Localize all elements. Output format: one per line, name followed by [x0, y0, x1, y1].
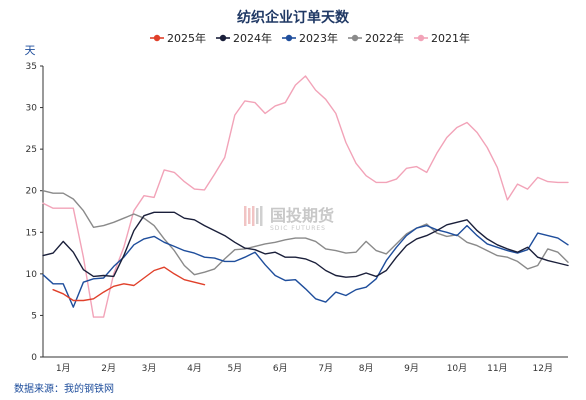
x-tick-label: 8月: [359, 363, 374, 374]
y-tick-label: 10: [26, 270, 38, 280]
watermark-logo: [244, 206, 263, 226]
legend-item: 2021年: [414, 31, 470, 45]
y-tick-label: 25: [26, 145, 37, 155]
legend-marker: [153, 34, 161, 42]
legend-item: 2023年: [282, 31, 338, 45]
axes: 0 5 10 15 20 25 30 35 1月 2月 3月 4月 5月 6月 7月 8月 9月 10月 11月 12…: [26, 62, 568, 374]
legend-item: 2024年: [216, 31, 272, 45]
y-tick-label: 35: [26, 62, 37, 72]
x-tick-label: 4月: [187, 363, 202, 374]
y-tick-label: 20: [26, 187, 38, 197]
legend-label: 2023年: [299, 31, 338, 45]
y-tick-label: 30: [26, 104, 38, 114]
legend-label: 2022年: [365, 31, 404, 45]
watermark-stripe: [248, 208, 251, 224]
watermark-name: 国投期货: [270, 206, 334, 225]
watermark-stripe: [256, 208, 259, 224]
series-layer: [42, 75, 569, 318]
y-tick-label: 0: [31, 353, 37, 363]
series-line-2024: [42, 211, 569, 278]
x-tick-label: 5月: [227, 363, 242, 374]
series-line-2022: [42, 189, 569, 276]
source-note: 数据来源：我的钢铁网: [14, 382, 114, 395]
x-tick-label: 2月: [101, 363, 116, 374]
x-tick-label: 10月: [447, 363, 467, 374]
legend-marker: [417, 34, 425, 42]
legend-label: 2024年: [233, 31, 272, 45]
legend-marker: [351, 34, 359, 42]
legend-marker: [219, 34, 227, 42]
y-tick-label: 5: [31, 311, 37, 321]
watermark-stripe: [252, 206, 255, 226]
chart-title: 纺织企业订单天数: [237, 9, 350, 26]
legend-marker: [285, 34, 293, 42]
x-tick-label: 9月: [404, 363, 419, 374]
watermark-sub: SDIC FUTURES: [270, 225, 326, 232]
x-tick-label: 12月: [533, 363, 553, 374]
watermark-stripe: [244, 206, 247, 226]
series-line-2021: [42, 75, 569, 318]
legend-label: 2021年: [431, 31, 470, 45]
legend-item: 2022年: [348, 31, 404, 45]
series-line-2025: [52, 266, 206, 302]
series-line-2023: [42, 224, 569, 308]
x-tick-label: 7月: [318, 363, 333, 374]
legend-item: 2025年: [150, 31, 206, 45]
y-tick-label: 15: [26, 228, 37, 238]
legend-label: 2025年: [167, 31, 206, 45]
x-tick-label: 1月: [56, 363, 71, 374]
watermark-stripe: [260, 206, 263, 226]
legend: 2025年 2024年 2023年 2022年 2021年: [150, 31, 470, 45]
x-tick-label: 6月: [273, 363, 288, 374]
y-axis-unit: 天: [25, 44, 36, 57]
x-tick-label: 3月: [142, 363, 157, 374]
watermark: 国投期货 SDIC FUTURES: [244, 206, 334, 232]
x-tick-label: 11月: [487, 363, 507, 374]
